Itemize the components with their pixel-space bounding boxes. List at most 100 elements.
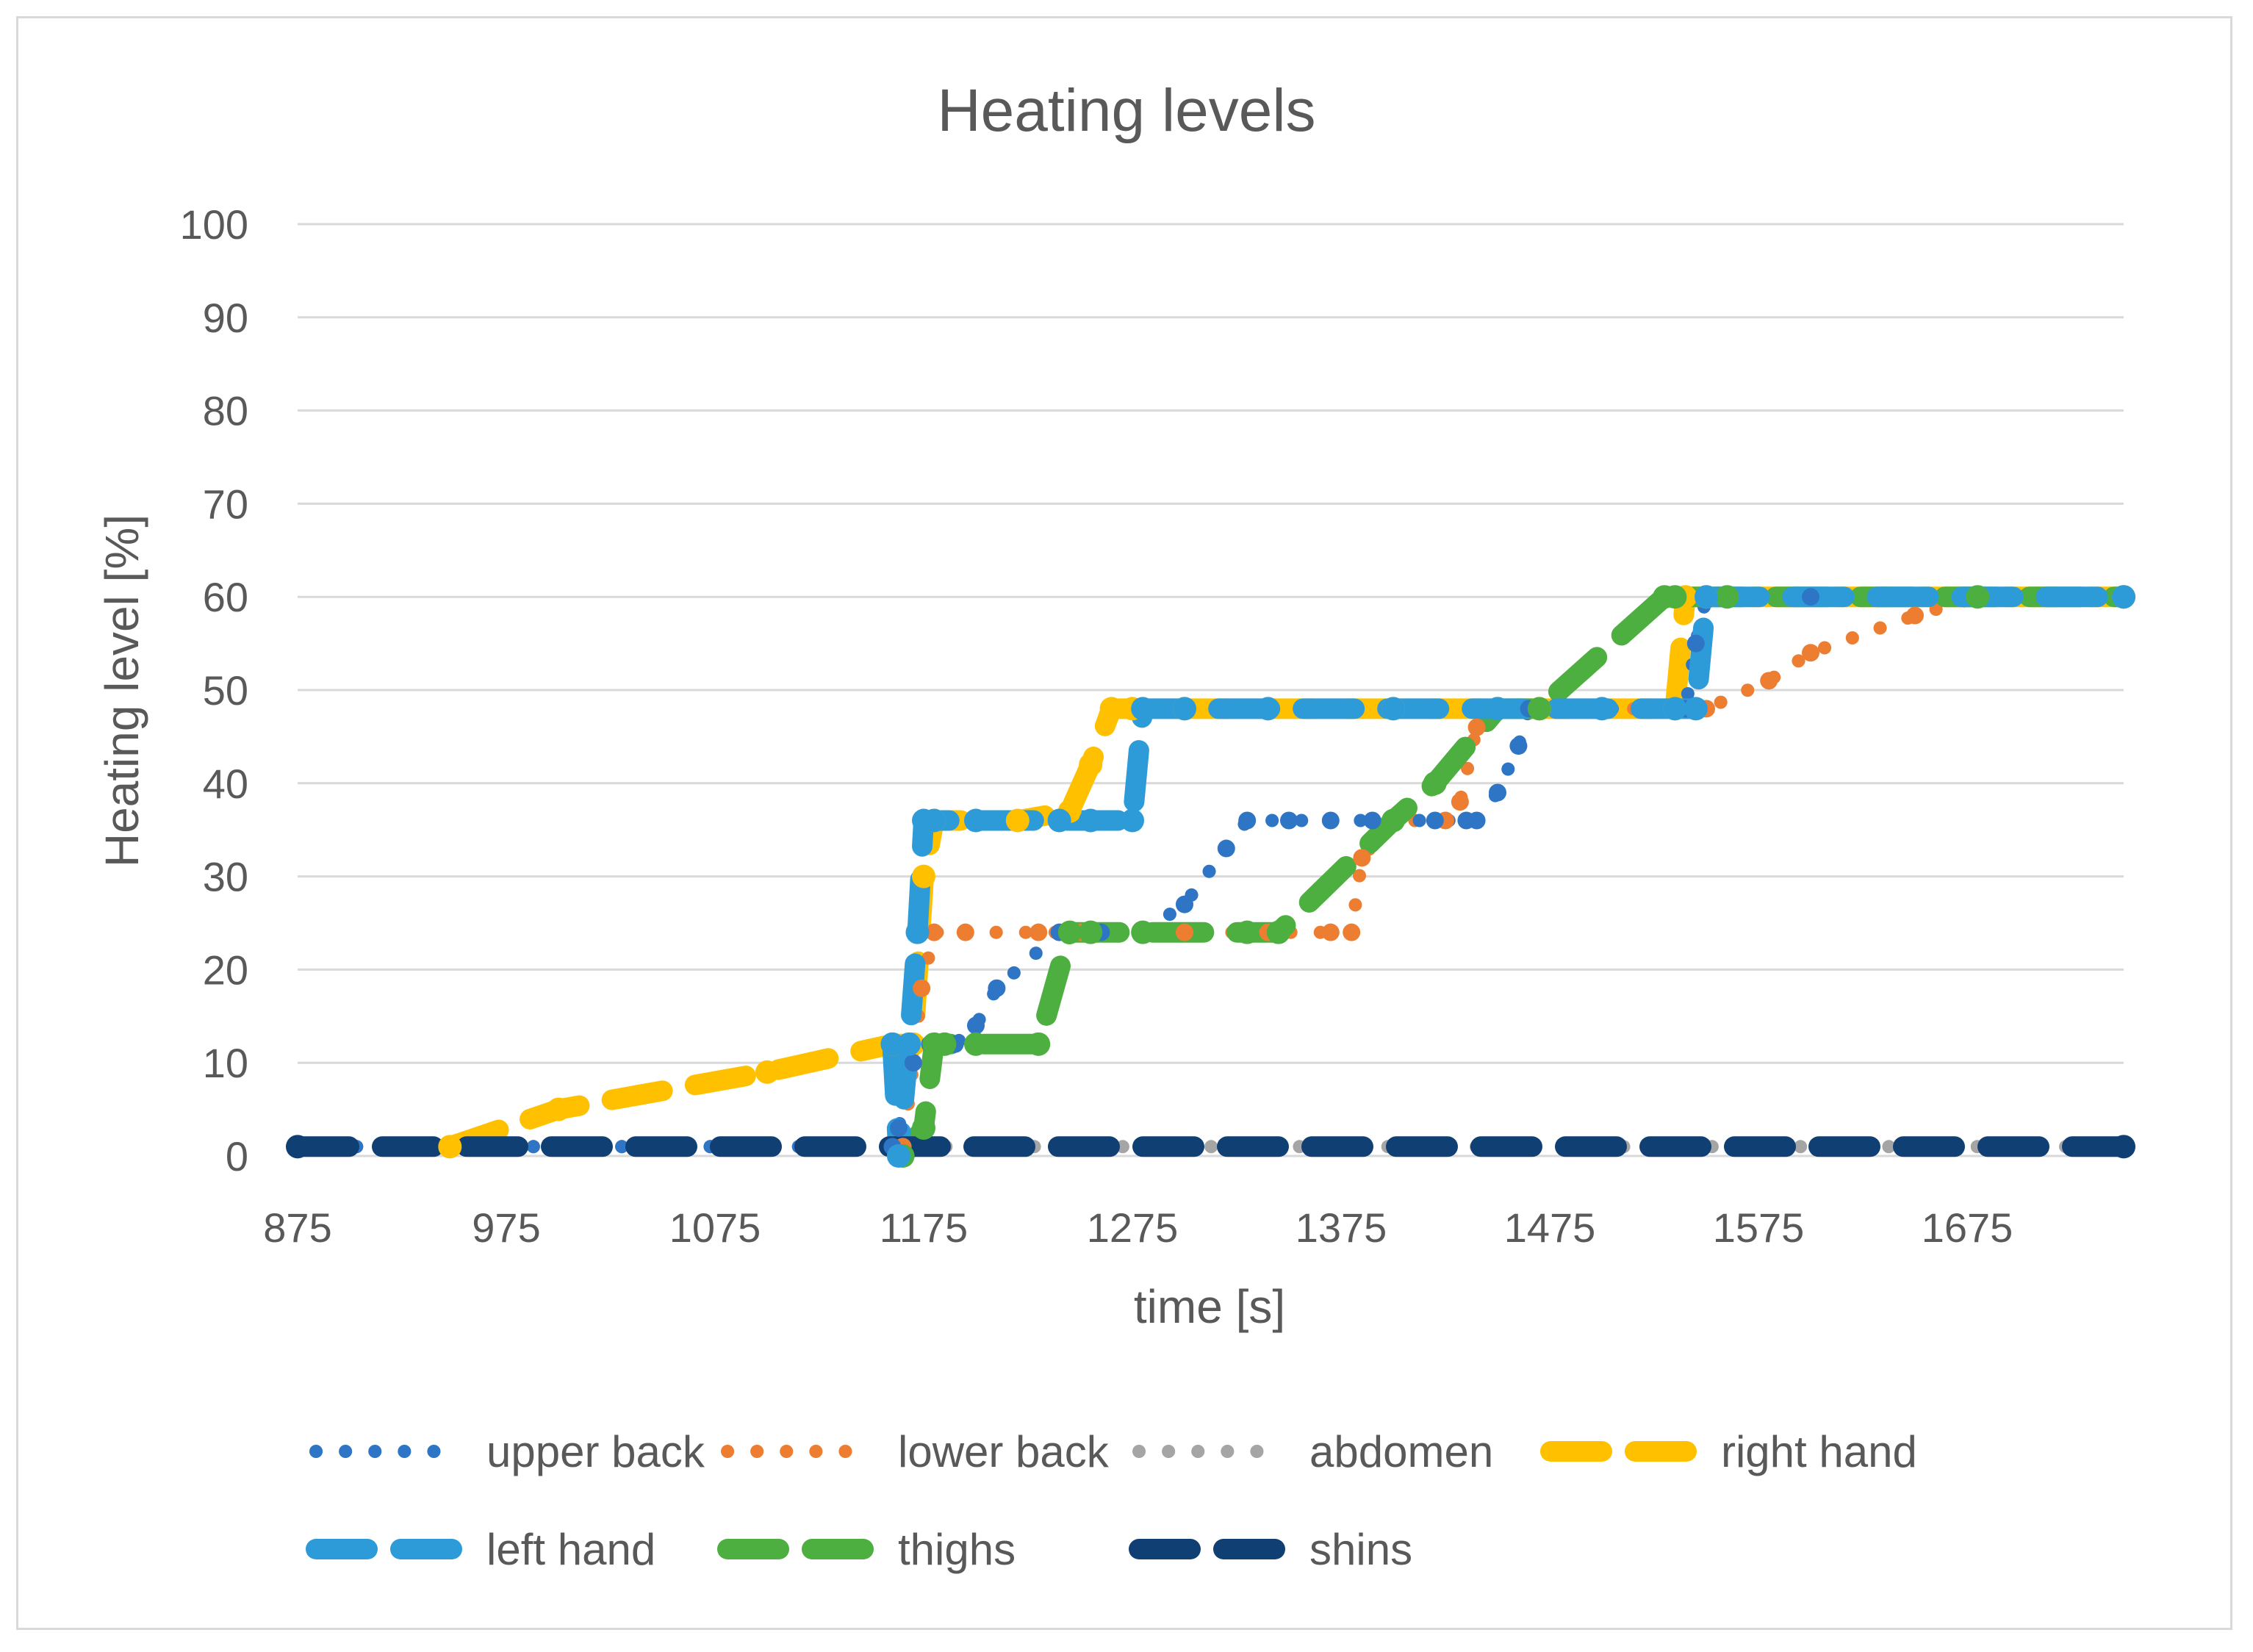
x-axis-ticks: 875 975 1075 1175 1275 1375 1475 1575 1675	[263, 1204, 2013, 1251]
data-point-upper-back	[904, 1054, 922, 1072]
data-point-lower-back	[956, 923, 974, 941]
data-point-left-hand	[905, 920, 930, 944]
data-point-upper-back	[1509, 737, 1528, 755]
legend-label: upper back	[486, 1427, 705, 1476]
markers-layer	[286, 585, 2135, 1168]
data-point-left-hand	[922, 808, 946, 833]
data-point-left-hand	[1381, 697, 1405, 721]
data-point-lower-back	[1321, 923, 1340, 941]
data-point-left-hand	[1079, 808, 1103, 833]
data-point-lower-back	[1343, 923, 1361, 941]
y-tick-label: 40	[203, 761, 248, 807]
data-point-thighs	[912, 1116, 935, 1140]
data-point-upper-back	[988, 979, 1006, 997]
legend: upper back lower back abdomen right hand lef…	[306, 1427, 1917, 1574]
y-tick-label: 80	[203, 388, 248, 434]
data-point-thighs	[1027, 1032, 1051, 1056]
data-point-thighs	[1381, 808, 1405, 833]
legend-label: abdomen	[1309, 1427, 1493, 1476]
x-tick-label: 1475	[1504, 1204, 1596, 1251]
data-point-upper-back	[1363, 811, 1381, 830]
series-line-right-hand	[439, 586, 2134, 1157]
data-point-left-hand	[1256, 697, 1280, 721]
data-point-right-hand	[1005, 808, 1030, 833]
data-point-lower-back	[1467, 718, 1486, 736]
data-point-lower-back	[913, 979, 931, 997]
data-point-left-hand	[964, 808, 988, 833]
data-point-shins	[2112, 1135, 2135, 1159]
x-axis-title: time [s]	[1134, 1280, 1285, 1333]
data-point-left-hand	[1486, 697, 1509, 721]
data-point-left-hand	[1047, 808, 1071, 833]
data-point-left-hand	[897, 1032, 921, 1056]
legend-label: left hand	[486, 1525, 655, 1574]
series-line-left-hand	[882, 586, 2134, 1166]
data-point-thighs	[1663, 585, 1687, 609]
data-point-left-hand	[1695, 585, 1718, 609]
data-point-lower-back	[1353, 849, 1371, 867]
data-point-thighs	[1527, 697, 1551, 721]
data-point-thighs	[1966, 585, 1990, 609]
gridlines	[298, 223, 2124, 1157]
data-point-thighs	[1131, 920, 1155, 944]
y-tick-label: 70	[203, 481, 248, 527]
chart-title: Heating levels	[937, 77, 1315, 144]
data-point-lower-back	[925, 923, 944, 941]
data-point-right-hand	[912, 864, 935, 888]
data-point-right-hand	[755, 1060, 779, 1084]
data-point-upper-back	[1238, 811, 1257, 830]
data-point-left-hand	[1684, 697, 1708, 721]
x-tick-label: 1175	[880, 1204, 968, 1251]
data-point-thighs	[1079, 920, 1103, 944]
data-point-lower-back	[1451, 793, 1469, 811]
y-tick-label: 100	[180, 201, 248, 248]
data-point-left-hand	[1131, 697, 1155, 721]
data-point-right-hand	[438, 1135, 462, 1159]
data-point-shins	[286, 1135, 309, 1159]
data-point-left-hand	[880, 1032, 905, 1056]
y-tick-label: 50	[203, 667, 248, 714]
x-tick-label: 1575	[1713, 1204, 1805, 1251]
y-axis-ticks: 0 10 20 30 40 50 60 70 80 90 100	[180, 201, 248, 1179]
data-point-right-hand	[1079, 753, 1103, 777]
data-point-left-hand	[1173, 697, 1196, 721]
x-tick-label: 875	[263, 1204, 331, 1251]
data-point-left-hand	[2112, 585, 2135, 609]
data-point-upper-back	[1176, 895, 1193, 913]
data-point-thighs	[1235, 920, 1260, 944]
data-point-upper-back	[1489, 783, 1506, 802]
data-point-thighs	[933, 1032, 957, 1056]
y-axis-title: Heating level [%]	[96, 514, 148, 867]
data-point-left-hand	[1121, 808, 1144, 833]
y-tick-label: 20	[203, 947, 248, 993]
data-point-thighs	[1057, 920, 1082, 944]
x-tick-label: 1375	[1296, 1204, 1387, 1251]
data-point-upper-back	[889, 1118, 908, 1137]
data-point-right-hand	[547, 1097, 570, 1121]
legend-label: right hand	[1721, 1427, 1917, 1476]
data-point-thighs	[964, 1032, 988, 1056]
legend-label: lower back	[898, 1427, 1110, 1476]
data-point-left-hand	[1590, 697, 1614, 721]
y-tick-label: 0	[226, 1133, 248, 1179]
data-point-upper-back	[1280, 811, 1298, 830]
y-tick-label: 30	[203, 854, 248, 900]
x-tick-label: 1075	[669, 1204, 761, 1251]
data-point-upper-back	[967, 1016, 985, 1035]
data-point-lower-back	[1802, 644, 1819, 662]
data-point-upper-back	[1426, 811, 1444, 830]
data-point-upper-back	[1217, 839, 1235, 858]
data-point-lower-back	[1030, 923, 1048, 941]
data-point-left-hand	[886, 1144, 910, 1168]
y-tick-label: 90	[203, 295, 248, 341]
x-tick-label: 975	[472, 1204, 540, 1251]
x-tick-label: 1675	[1922, 1204, 2013, 1251]
data-point-upper-back	[1686, 634, 1705, 653]
legend-label: shins	[1309, 1525, 1412, 1574]
data-point-thighs	[1715, 585, 1739, 609]
data-point-thighs	[1423, 771, 1447, 795]
legend-label: thighs	[898, 1525, 1016, 1574]
data-point-upper-back	[1802, 588, 1819, 606]
data-point-thighs	[1266, 920, 1290, 944]
